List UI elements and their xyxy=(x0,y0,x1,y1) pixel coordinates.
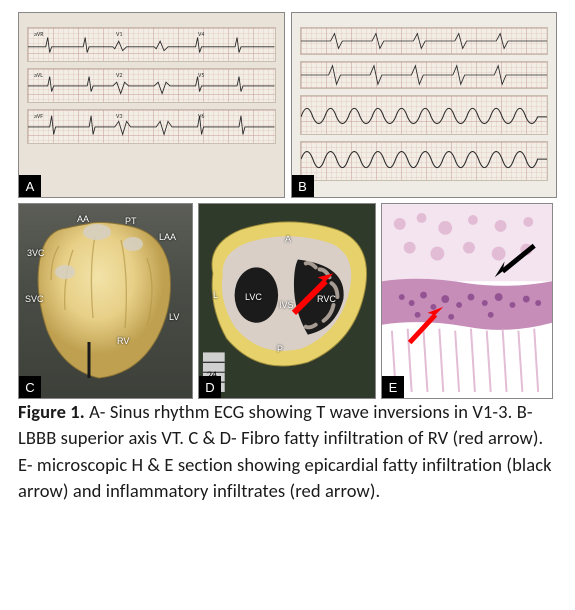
caption-sentence-cd: C & D- Fibro fatty infiltration of RV (r… xyxy=(188,426,543,449)
panel-label-text: E xyxy=(389,380,398,395)
ecg-strip-2 xyxy=(300,61,549,89)
panel-label-text: C xyxy=(25,380,34,395)
panel-label-text: D xyxy=(205,380,214,395)
annotation: 3VC xyxy=(27,248,45,258)
ecg-trace-icon xyxy=(301,62,548,88)
annotation: LV xyxy=(169,312,179,322)
panel-label-text: A xyxy=(26,179,35,194)
ecg-trace-icon xyxy=(28,69,275,102)
panel-label: B xyxy=(292,175,314,197)
annotation: LAA xyxy=(159,232,176,242)
panel-label: C xyxy=(19,376,41,398)
annotation: IVS xyxy=(279,300,294,310)
annotation: LVC xyxy=(245,292,262,302)
annotation: P xyxy=(277,344,283,354)
caption-sentence-e: E- microscopic H & E section showing epi… xyxy=(18,453,552,502)
annotation: A xyxy=(285,234,291,244)
panel-label: A xyxy=(19,175,41,197)
ecg-trace-icon xyxy=(301,96,548,134)
annotation: RVC xyxy=(317,294,336,304)
caption-sentence-a: A- Sinus rhythm ECG showing T wave inver… xyxy=(89,400,512,423)
ecg-trace-icon xyxy=(28,110,275,143)
figure-row-2: 3VC AA PT LAA SVC RV LV C xyxy=(18,203,557,399)
panel-c-gross-heart: 3VC AA PT LAA SVC RV LV C xyxy=(18,203,193,399)
figure-caption: Figure 1. A- Sinus rhythm ECG showing T … xyxy=(18,399,557,504)
caption-label: Figure 1. xyxy=(18,400,85,423)
ecg-strip-1: aVR V1 V4 xyxy=(27,27,276,62)
annotation: SVC xyxy=(25,294,44,304)
heart-shape-icon xyxy=(29,218,179,382)
annotation: RV xyxy=(117,336,129,346)
ecg-trace-icon xyxy=(301,28,548,54)
ecg-strip-3: aVF V3 V6 xyxy=(27,109,276,144)
panel-e-histology: E xyxy=(381,203,553,399)
figure-container: aVR V1 V4 aVL V2 V5 aVF V3 V6 xyxy=(18,12,557,399)
panel-label: D xyxy=(199,376,221,398)
panel-a-ecg-sinus: aVR V1 V4 aVL V2 V5 aVF V3 V6 xyxy=(18,12,285,198)
ecg-strip-2: aVL V2 V5 xyxy=(27,68,276,103)
panel-label: E xyxy=(382,376,404,398)
ecg-trace-icon xyxy=(28,28,275,61)
panel-label-text: B xyxy=(298,179,307,194)
annotation: PT xyxy=(125,216,137,226)
annotation: L xyxy=(213,290,218,300)
panel-b-ecg-vt: B xyxy=(291,12,558,198)
annotation: AA xyxy=(77,214,89,224)
ecg-trace-icon xyxy=(301,142,548,180)
figure-row-1: aVR V1 V4 aVL V2 V5 aVF V3 V6 xyxy=(18,12,557,198)
ecg-strip-3-vt xyxy=(300,95,549,135)
ecg-strip-4-vt xyxy=(300,141,549,181)
ecg-strip-1 xyxy=(300,27,549,55)
panel-d-cross-section: 24 A L LVC IVS RVC P D xyxy=(198,203,376,399)
histology-icon xyxy=(382,204,552,398)
